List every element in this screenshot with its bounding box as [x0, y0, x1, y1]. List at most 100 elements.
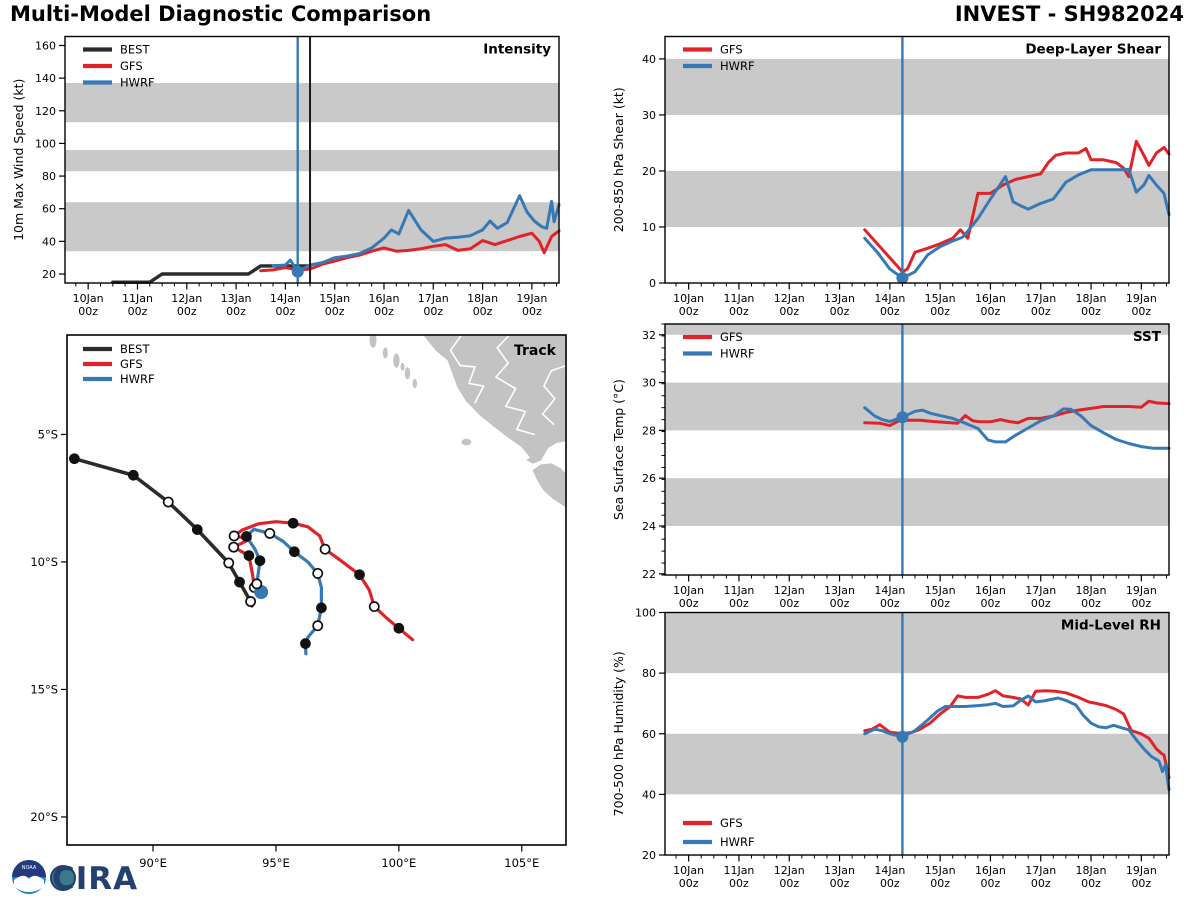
legend-label-best: BEST — [120, 342, 150, 356]
lon-tick-label: 105°E — [504, 856, 539, 870]
hwrf-init-marker — [896, 271, 909, 284]
legend-label-gfs: GFS — [720, 330, 743, 344]
x-tick-date: 14Jan — [874, 864, 905, 877]
panel-title: Mid-Level RH — [1061, 618, 1161, 634]
track-marker-filled — [128, 469, 139, 481]
legend-label-gfs: GFS — [120, 59, 143, 73]
y-tick-label: 140 — [35, 72, 56, 85]
track-marker-open — [162, 496, 174, 508]
island — [412, 378, 418, 389]
track-marker-filled — [289, 546, 300, 558]
x-tick-hour: 00z — [880, 877, 900, 890]
y-axis-label: Sea Surface Temp (°C) — [611, 379, 626, 520]
province-border — [449, 335, 485, 404]
intensity-series-hwrf — [271, 194, 561, 274]
x-tick-hour: 00z — [325, 305, 345, 318]
x-tick-date: 18Jan — [467, 292, 498, 305]
land-polygon — [530, 461, 566, 510]
y-tick-label: 30 — [642, 109, 656, 122]
x-tick-hour: 00z — [779, 877, 799, 890]
x-tick-date: 11Jan — [723, 864, 754, 877]
plot-frame — [664, 611, 1170, 856]
category-band — [665, 478, 1169, 526]
panel-intensity: 10Jan00z11Jan00z12Jan00z13Jan00z14Jan00z… — [11, 35, 561, 318]
legend-label-hwrf: HWRF — [720, 835, 755, 849]
x-tick-date: 12Jan — [774, 864, 805, 877]
legend-label-hwrf: HWRF — [120, 372, 155, 386]
category-band — [665, 58, 1169, 115]
legend-label-gfs: GFS — [720, 816, 743, 830]
track-marker-filled — [234, 576, 245, 588]
y-tick-label: 100 — [635, 607, 656, 620]
noaa-text: NOAA — [22, 865, 37, 871]
x-tick-date: 16Jan — [975, 584, 1006, 597]
y-tick-label: 40 — [642, 788, 656, 801]
x-tick-date: 14Jan — [270, 292, 301, 305]
cira-logo-icon: CIRA — [50, 861, 138, 897]
x-tick-hour: 00z — [128, 305, 148, 318]
province-border — [495, 335, 535, 436]
x-tick-date: 15Jan — [925, 584, 956, 597]
x-tick-date: 15Jan — [925, 292, 956, 305]
track-marker-filled — [393, 622, 405, 634]
track-marker-filled — [287, 517, 299, 529]
x-tick-date: 12Jan — [774, 292, 805, 305]
y-tick-label: 28 — [642, 424, 656, 437]
x-tick-date: 12Jan — [774, 584, 805, 597]
y-tick-label: 80 — [642, 667, 656, 680]
x-tick-date: 10Jan — [673, 292, 704, 305]
cira-text: CIRA — [52, 861, 138, 897]
y-axis-label: 700-500 hPa Humidity (%) — [611, 651, 626, 816]
track-marker-filled — [316, 602, 327, 614]
y-tick-label: 26 — [642, 472, 656, 485]
panel-shear: 10Jan00z11Jan00z12Jan00z13Jan00z14Jan00z… — [611, 35, 1171, 318]
y-tick-label: 10 — [642, 221, 656, 234]
x-tick-hour: 00z — [1131, 597, 1151, 610]
land-polygon — [421, 335, 566, 466]
y-tick-label: 80 — [42, 170, 56, 183]
x-tick-date: 17Jan — [1025, 864, 1056, 877]
rh-series-gfs — [863, 689, 1171, 780]
y-tick-label: 60 — [42, 203, 56, 216]
x-tick-date: 17Jan — [1025, 584, 1056, 597]
x-tick-hour: 00z — [522, 305, 542, 318]
x-tick-date: 10Jan — [673, 584, 704, 597]
page-title: Multi-Model Diagnostic Comparison — [10, 2, 432, 26]
shear-series-gfs — [863, 139, 1171, 274]
x-tick-hour: 00z — [423, 305, 443, 318]
sst-series-hwrf — [863, 406, 1171, 450]
track-marker-open — [319, 543, 331, 555]
x-tick-date: 19Jan — [1126, 864, 1157, 877]
category-band — [665, 324, 1169, 335]
lon-tick-label: 100°E — [381, 856, 416, 870]
intensity-series-best — [111, 264, 312, 284]
hwrf-init-marker — [291, 265, 304, 278]
panel-title: Deep-Layer Shear — [1025, 42, 1161, 58]
panel-rh: 10Jan00z11Jan00z12Jan00z13Jan00z14Jan00z… — [611, 607, 1171, 890]
legend-label-gfs: GFS — [120, 357, 143, 371]
x-tick-hour: 00z — [679, 305, 699, 318]
category-band — [65, 149, 559, 172]
x-tick-date: 16Jan — [975, 292, 1006, 305]
x-tick-date: 13Jan — [221, 292, 252, 305]
y-tick-label: 22 — [642, 568, 656, 581]
x-tick-hour: 00z — [880, 305, 900, 318]
x-tick-hour: 00z — [1031, 877, 1051, 890]
x-tick-date: 11Jan — [723, 292, 754, 305]
x-tick-hour: 00z — [679, 597, 699, 610]
x-tick-date: 11Jan — [723, 584, 754, 597]
category-band — [665, 170, 1169, 227]
intensity-series-gfs — [259, 229, 561, 273]
y-tick-label: 0 — [649, 277, 656, 290]
x-tick-date: 18Jan — [1076, 584, 1107, 597]
x-tick-date: 17Jan — [1025, 292, 1056, 305]
y-tick-label: 40 — [42, 235, 56, 248]
lon-tick-label: 95°E — [262, 856, 290, 870]
lat-tick-label: 15°S — [30, 682, 58, 696]
noaa-logo-icon: NOAA — [12, 860, 46, 894]
x-tick-date: 15Jan — [319, 292, 350, 305]
legend-label-hwrf: HWRF — [720, 59, 755, 73]
x-tick-date: 10Jan — [673, 864, 704, 877]
